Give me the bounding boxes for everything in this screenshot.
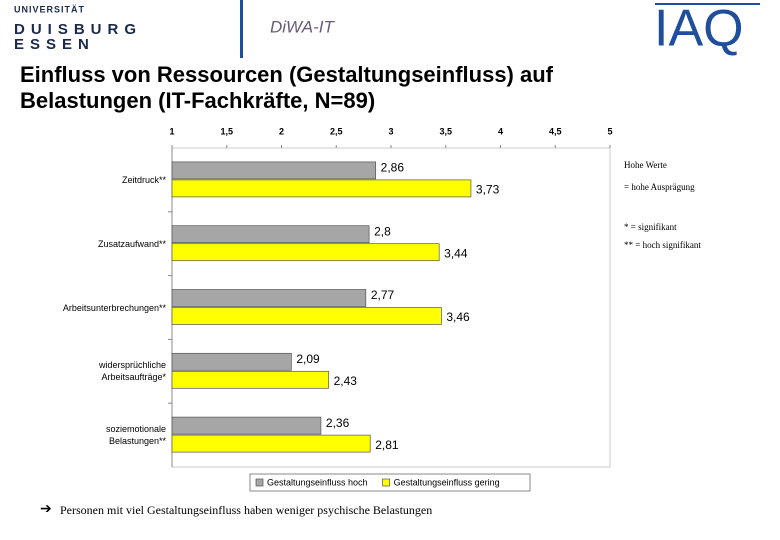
x-tick-label: 1 [169,126,174,136]
arrow-icon: ➔ [40,500,52,516]
logo-text: IAQ [654,0,744,58]
x-tick-label: 2 [279,126,284,136]
bar [171,225,370,244]
note: * = signifikant [624,222,677,232]
bar [171,161,377,180]
data-label: 2,36 [326,416,350,430]
bar [171,352,292,371]
x-tick-label: 3,5 [439,126,452,136]
data-label: 2,43 [334,374,358,388]
x-tick-label: 4,5 [549,126,562,136]
legend-swatch [382,478,390,487]
bar [171,307,442,325]
legend-label: Gestaltungseinfluss gering [394,477,500,487]
bar [171,370,329,389]
y-tick-label: Zeitdruck** [121,174,166,185]
bar [171,243,440,262]
y-tick-label: widersprüchliche Arbeitsaufträge* [98,360,166,383]
data-label: 3,73 [476,183,500,197]
x-tick-label: 1,5 [220,126,233,136]
data-label: 3,46 [446,310,470,324]
data-label: 2,77 [371,288,395,302]
footer: Personen mit viel Gestaltungseinfluss ha… [60,503,433,517]
legend-swatch [255,478,264,487]
note: Hohe Werte [624,160,667,170]
logo-text: UNIVERSITÄT [14,4,85,14]
bar [171,416,322,435]
note: ** = hoch signifikant [624,240,701,250]
data-label: 2,81 [375,438,399,452]
logo-text: DUISBURG [14,21,142,38]
x-tick-label: 2,5 [330,126,343,136]
data-label: 2,09 [296,352,320,366]
x-tick-label: 5 [607,126,612,136]
x-tick-label: 3 [388,126,393,136]
bar [171,434,371,453]
y-tick-label: soziemotionale Belastungen** [105,424,166,447]
y-tick-label: Zusatzaufwand** [97,238,166,249]
logo-text: DiWA-IT [270,17,336,36]
logo-bar [240,0,243,58]
note: = hohe Ausprägung [624,182,695,192]
data-label: 3,44 [444,246,468,260]
bar [171,179,472,198]
title: Einfluss von Ressourcen (Gestaltungseinf… [20,62,553,113]
logo-text: ESSEN [14,36,95,53]
legend-label: Gestaltungseinfluss hoch [267,477,368,487]
x-tick-label: 4 [498,126,503,136]
data-label: 2,86 [381,161,405,175]
data-label: 2,8 [374,224,391,238]
bar [171,289,367,307]
legend-box [249,473,531,492]
y-tick-label: Arbeitsunterbrechungen** [62,302,166,313]
